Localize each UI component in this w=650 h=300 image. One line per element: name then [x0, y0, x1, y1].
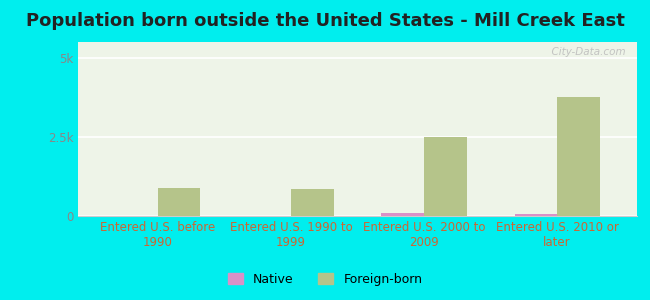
Bar	[291, 189, 333, 216]
Text: Population born outside the United States - Mill Creek East: Population born outside the United State…	[25, 12, 625, 30]
Bar	[515, 214, 557, 216]
Bar	[424, 137, 467, 216]
Text: City-Data.com: City-Data.com	[545, 47, 626, 57]
Bar	[158, 188, 200, 216]
Legend: Native, Foreign-born: Native, Foreign-born	[223, 268, 427, 291]
Bar	[557, 98, 600, 216]
Bar	[382, 212, 424, 216]
